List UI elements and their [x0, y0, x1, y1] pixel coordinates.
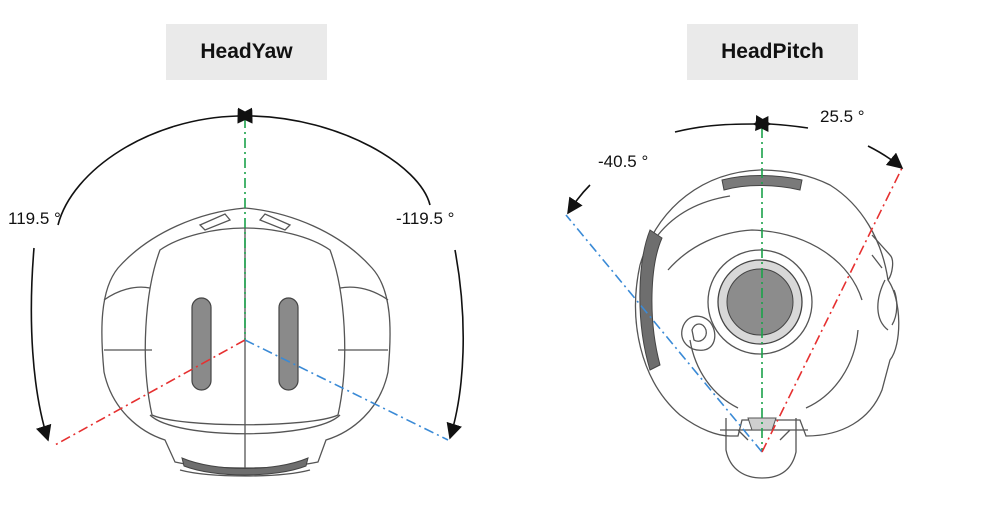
pitch-front-limit-line: [761, 167, 903, 453]
head-pitch-title: HeadPitch: [687, 24, 858, 80]
head-yaw-panel: HeadYaw 119.5: [0, 0, 490, 509]
pitch-front-angle-label: 25.5 °: [820, 107, 865, 126]
pitch-back-arc-lower: [567, 184, 591, 215]
yaw-right-angle-label: -119.5 °: [396, 209, 455, 228]
yaw-right-arc-lower: [446, 249, 465, 440]
head-yaw-diagram: [30, 107, 465, 477]
front-grille: [181, 457, 309, 476]
pitch-front-arc-lower: [867, 145, 904, 170]
yaw-left-limit-line: [54, 339, 246, 446]
robot-head-side-view: [634, 169, 900, 479]
head-pitch-diagram: [565, 115, 904, 479]
yaw-right-arc: [237, 107, 431, 206]
pitch-back-arc: [674, 115, 769, 133]
side-speaker-outer: [707, 249, 813, 355]
pitch-front-arc: [755, 115, 809, 132]
pitch-back-angle-label: -40.5 °: [598, 152, 649, 171]
right-eye-slot: [278, 297, 299, 391]
yaw-left-arc-lower: [30, 247, 52, 442]
head-yaw-title: HeadYaw: [166, 24, 327, 80]
left-eye-slot: [191, 297, 212, 391]
yaw-right-limit-line: [244, 339, 449, 441]
head-pitch-panel: HeadPitch: [490, 0, 1005, 509]
rear-grille: [639, 229, 663, 371]
yaw-left-arc: [57, 107, 253, 226]
yaw-left-angle-label: 119.5 °: [8, 209, 61, 228]
side-speaker-center: [726, 268, 794, 336]
robot-head-top-view: [101, 207, 391, 477]
